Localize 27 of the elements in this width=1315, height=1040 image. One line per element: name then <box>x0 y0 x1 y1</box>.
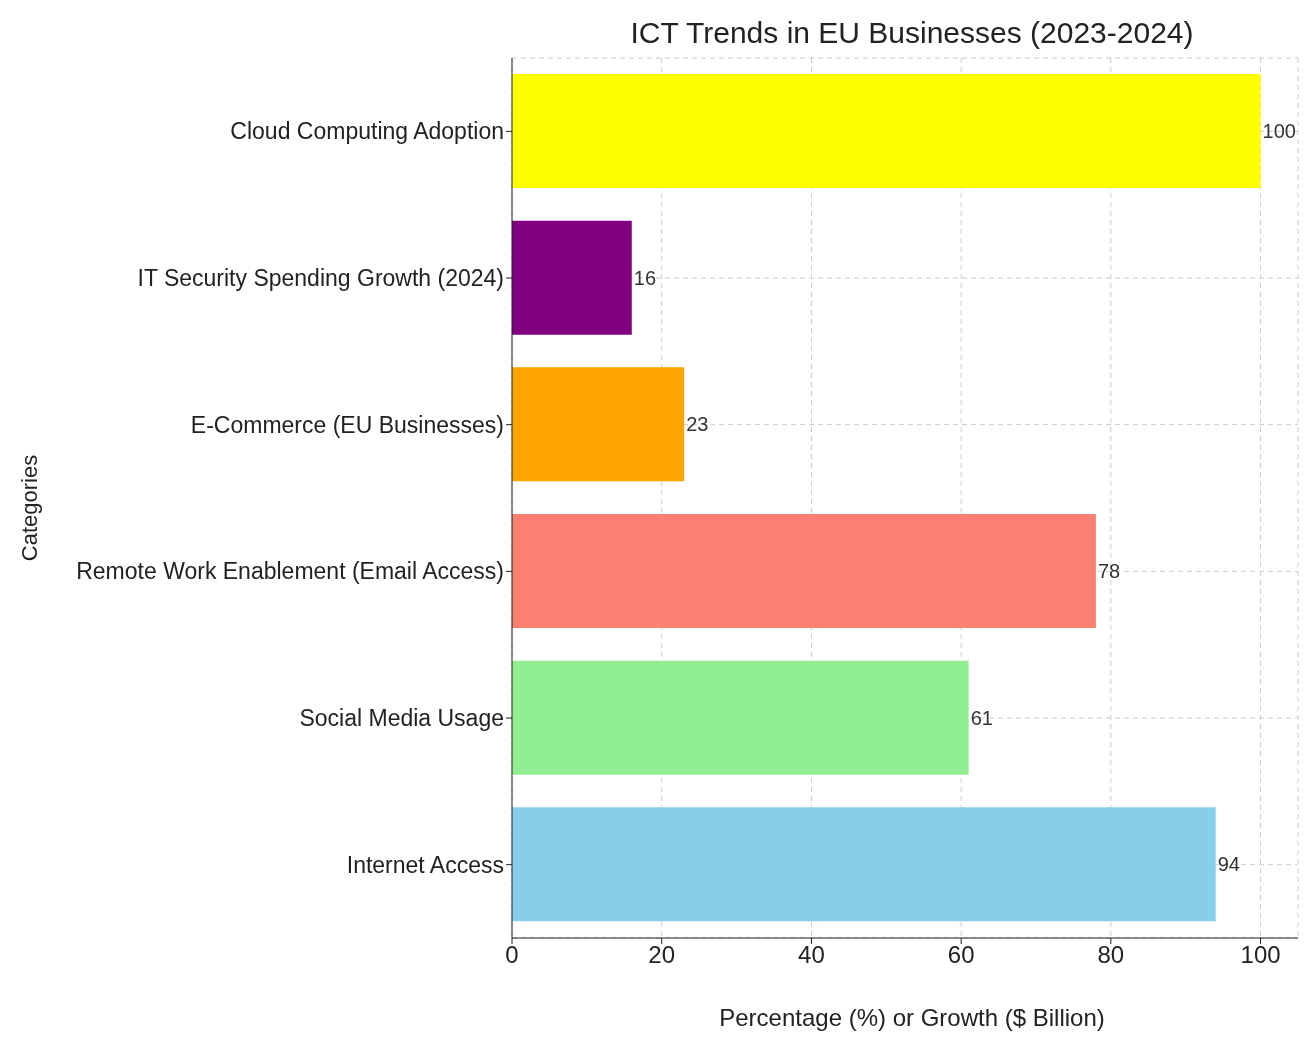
bar <box>512 660 969 775</box>
y-axis-title: Categories <box>17 454 43 562</box>
x-tick-label: 60 <box>947 941 975 969</box>
data-label: 16 <box>633 266 657 289</box>
data-label: 61 <box>970 706 993 729</box>
chart-title: ICT Trends in EU Businesses (2023-2024) <box>629 16 1195 50</box>
bar <box>512 220 632 335</box>
data-label: 100 <box>1262 120 1296 143</box>
bar <box>512 367 685 482</box>
x-axis-title: Percentage (%) or Growth ($ Billion) <box>718 1004 1106 1032</box>
y-tick-label: Remote Work Enablement (Email Access) <box>76 558 504 585</box>
data-label: 23 <box>686 413 709 436</box>
y-tick-label: IT Security Spending Growth (2024) <box>137 265 504 292</box>
x-tick-label: 100 <box>1240 941 1281 969</box>
bar <box>512 807 1216 922</box>
bar <box>512 74 1261 188</box>
x-tick-label: 20 <box>648 941 676 969</box>
y-tick-label: Social Media Usage <box>299 705 504 732</box>
data-label: 94 <box>1217 853 1240 876</box>
data-label: 78 <box>1097 560 1121 583</box>
y-tick-label: Internet Access <box>346 851 504 878</box>
y-tick-label: E-Commerce (EU Businesses) <box>190 411 504 438</box>
x-tick-label: 0 <box>505 941 519 969</box>
y-tick-label: Cloud Computing Adoption <box>230 118 504 145</box>
x-tick-label: 80 <box>1097 941 1125 969</box>
x-tick-label: 40 <box>798 941 825 969</box>
bar <box>512 514 1096 628</box>
